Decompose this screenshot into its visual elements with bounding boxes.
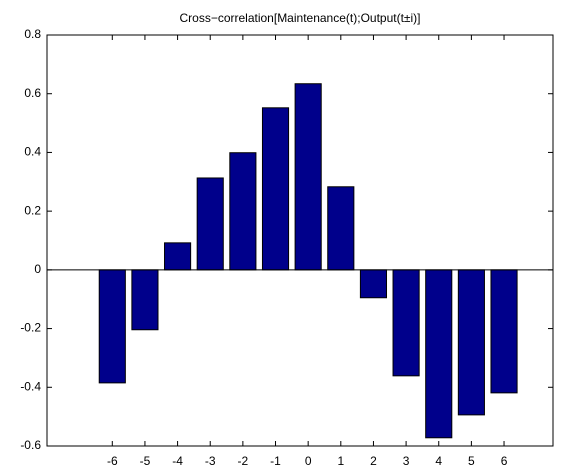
x-tick-label: 5: [468, 454, 475, 468]
y-tick-label: -0.6: [20, 438, 41, 452]
bar: [392, 269, 420, 377]
bar: [164, 242, 192, 271]
x-tick-label: -4: [172, 454, 183, 468]
x-tick-label: 3: [403, 454, 410, 468]
y-tick-label: 0.4: [24, 145, 41, 159]
bar: [327, 186, 355, 271]
bar: [359, 269, 388, 299]
x-tick-label: 0: [305, 454, 312, 468]
bar: [229, 152, 257, 271]
bar: [425, 269, 453, 439]
x-tick-label: -6: [107, 454, 118, 468]
bar: [131, 269, 159, 331]
bar: [196, 177, 224, 271]
x-tick-label: 2: [370, 454, 377, 468]
x-tick-label: 1: [337, 454, 344, 468]
y-tick-label: -0.4: [20, 379, 41, 393]
y-tick-label: -0.2: [20, 321, 41, 335]
bar: [490, 269, 518, 394]
bar: [98, 269, 126, 384]
x-tick-label: 6: [501, 454, 508, 468]
x-tick-label: -2: [238, 454, 249, 468]
axes-box: [46, 34, 554, 447]
x-tick-label: -3: [205, 454, 216, 468]
bar: [294, 83, 322, 271]
y-tick-label: 0.6: [24, 86, 41, 100]
bar: [261, 107, 290, 271]
x-tick-label: -1: [270, 454, 281, 468]
y-tick-label: 0.8: [24, 27, 41, 41]
y-tick-label: 0: [34, 262, 41, 276]
chart-title: Cross−correlation[Maintenance(t);Output(…: [179, 11, 420, 25]
bar: [457, 269, 485, 416]
y-tick-label: 0.2: [24, 203, 41, 217]
x-tick-label: 4: [435, 454, 442, 468]
x-tick-label: -5: [140, 454, 151, 468]
